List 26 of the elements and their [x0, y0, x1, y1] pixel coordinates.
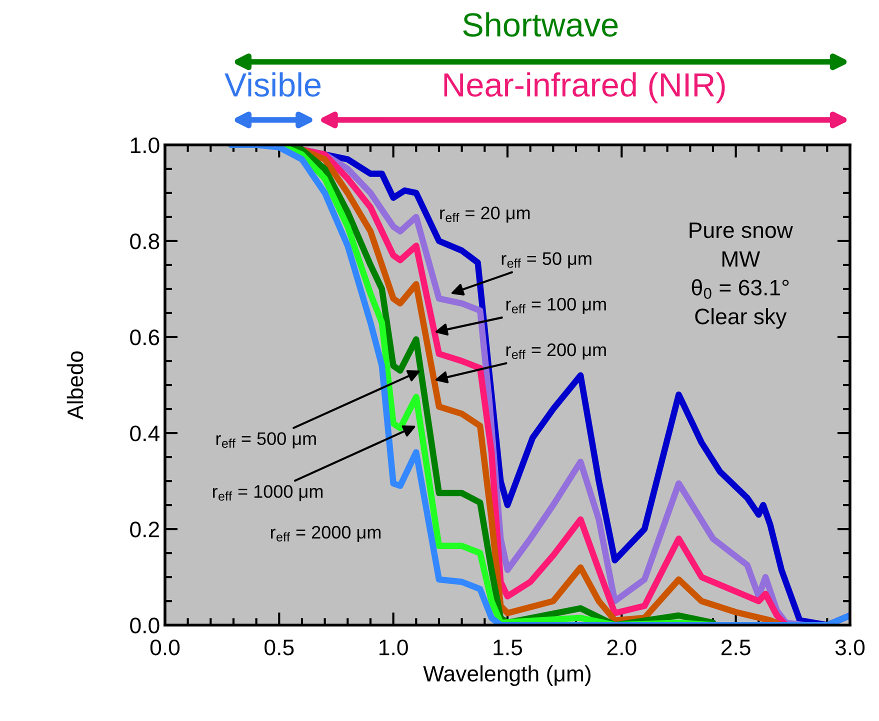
y-tick-label: 0.4 — [130, 426, 160, 442]
y-tick-label: 1.0 — [130, 137, 160, 154]
y-axis-title: Albedo — [66, 351, 84, 420]
annotation: r$_{eff}$ = 1000 μm — [212, 485, 323, 502]
annotation: r$_{eff}$ = 500 μm — [216, 432, 316, 448]
text: Near-infrared (NIR) — [444, 72, 725, 104]
annotation: r$_{eff}$ = 20 μm — [440, 206, 530, 223]
y-tick-label: 0.8 — [130, 233, 160, 250]
x-tick-label: 1.5 — [494, 640, 522, 656]
y-tick-label: 0.2 — [130, 522, 160, 538]
x-axis-title: Wavelength (μm) — [423, 665, 591, 686]
x-tick-label: 0.0 — [150, 640, 180, 656]
x-tick-label: 0.5 — [264, 640, 294, 656]
annotation: r$_{eff}$ = 2000 μm — [270, 526, 381, 542]
x-tick-label: 3.0 — [835, 640, 865, 656]
annotation: r$_{eff}$ = 50 μm — [502, 252, 592, 268]
x-tick-label: 2.0 — [607, 640, 636, 656]
y-tick-label: 0.0 — [130, 618, 160, 634]
y-tick-label: 0.6 — [130, 330, 160, 346]
annotation: r$_{eff}$ = 100 μm — [506, 298, 606, 314]
text: Visible — [224, 72, 321, 97]
x-tick-label: 2.5 — [722, 640, 750, 656]
annotation: r$_{eff}$ = 200 μm — [506, 343, 606, 360]
annotation: Pure snow MW θ$_{0}$ = 63.1° Clear sky — [690, 222, 793, 329]
x-tick-label: 1.0 — [380, 640, 408, 656]
text: Shortwave — [463, 12, 618, 37]
